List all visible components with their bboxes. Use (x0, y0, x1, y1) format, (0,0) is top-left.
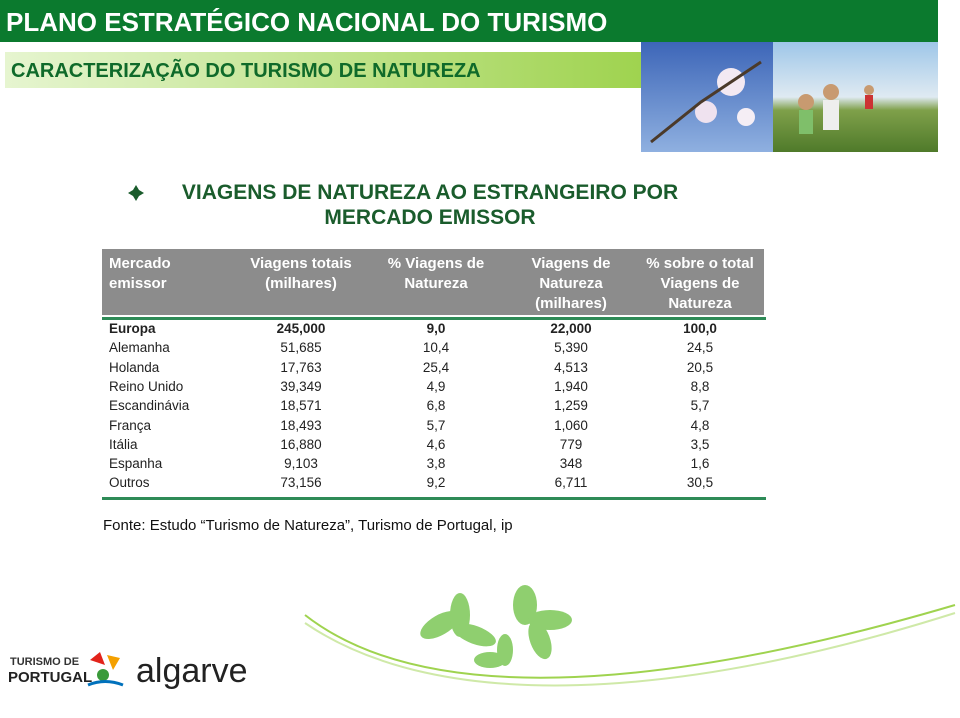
table-cell: 18,571 (280, 398, 322, 414)
table-cell: 1,6 (690, 456, 710, 472)
decoration (304, 585, 956, 687)
column-header: Viagens de Natureza (milhares) (501, 254, 641, 314)
table-cell: 17,763 (280, 359, 322, 375)
logo-icon (87, 652, 124, 687)
table-cell: 73,156 (280, 475, 322, 491)
table-cell: Holanda (109, 359, 160, 375)
section-heading: VIAGENS DE NATUREZA AO ESTRANGEIRO POR ME… (110, 180, 750, 230)
table-cell: 9,103 (284, 456, 318, 472)
table-cell: 5,7 (426, 417, 446, 433)
table-cell: 22,000 (550, 321, 592, 336)
header-line: Viagens de (660, 275, 740, 292)
table-cell: 24,5 (686, 340, 714, 356)
table-cell: 779 (559, 436, 583, 452)
table-cell: 6,711 (554, 475, 588, 491)
table-cell: 9,2 (426, 475, 446, 491)
table-cell: Outros (109, 475, 150, 491)
bullet-icon (128, 185, 144, 201)
table-cell: 25,4 (422, 359, 450, 375)
source-note: Fonte: Estudo “Turismo de Natureza”, Tur… (103, 517, 513, 534)
table-cell: 1,259 (554, 398, 588, 414)
header-line: Natureza (668, 295, 732, 312)
header-line: % sobre o total (646, 255, 754, 272)
rule (102, 317, 766, 320)
table-cell: 8,8 (690, 378, 710, 394)
header-line: % Viagens de (387, 255, 485, 272)
table-cell: 4,8 (690, 417, 710, 433)
table-cell: Reino Unido (109, 378, 184, 394)
table-cell: Itália (109, 436, 138, 452)
table-cell: 348 (559, 456, 583, 472)
table-cell: 16,880 (280, 436, 322, 452)
header-line: (milhares) (265, 275, 337, 292)
header-line: Mercado (109, 255, 171, 272)
table-cell: 4,9 (426, 378, 446, 394)
table-cell: Escandinávia (109, 398, 190, 414)
table-cell: 9,0 (426, 321, 446, 336)
table-cell: 1,940 (554, 378, 588, 394)
table-cell: 39,349 (280, 378, 322, 394)
heading-line: MERCADO EMISSOR (324, 206, 536, 229)
table-cell: 6,8 (426, 398, 446, 414)
table-cell: 1,060 (554, 417, 588, 433)
column-header: % sobre o total Viagens de Natureza (630, 254, 770, 314)
header-line: (milhares) (535, 295, 607, 312)
table-cell: 4,513 (554, 359, 588, 375)
logo-text: TURISMO DE (10, 656, 80, 668)
heading-line: VIAGENS DE NATUREZA AO ESTRANGEIRO POR (181, 181, 679, 204)
table-cell: França (109, 417, 152, 433)
table-cell: Europa (109, 321, 156, 336)
table-cell: Espanha (109, 456, 163, 472)
table-cell: 18,493 (280, 417, 322, 433)
table-cell: 245,000 (276, 321, 326, 336)
table-cell: 5,7 (690, 398, 710, 414)
table-cell: 3,5 (690, 436, 710, 452)
table-cell: 3,8 (426, 456, 446, 472)
header-line: emissor (109, 275, 167, 292)
table-cell: 30,5 (686, 475, 714, 491)
column-header: % Viagens de Natureza (366, 254, 506, 294)
subtitle-bar: CARACTERIZAÇÃO DO TURISMO DE NATUREZA (5, 52, 641, 88)
table-cell: 10,4 (422, 340, 450, 356)
photos (641, 42, 938, 152)
table-cell: 51,685 (280, 340, 322, 356)
logo-text: PORTUGAL (8, 669, 93, 686)
column-header: Mercado emissor (109, 254, 171, 294)
header-line: Viagens de (531, 255, 611, 272)
region-logo: algarve (136, 652, 248, 690)
title-bar: PLANO ESTRATÉGICO NACIONAL DO TURISMO (0, 0, 938, 42)
header-line: Natureza (404, 275, 468, 292)
table-cell: 20,5 (686, 359, 714, 375)
header-line: Viagens totais (250, 255, 352, 272)
table-cell: 5,390 (554, 340, 588, 356)
rule (102, 497, 766, 500)
table-cell: Alemanha (109, 340, 170, 356)
table-cell: 100,0 (683, 321, 717, 336)
column-header: Viagens totais (milhares) (231, 254, 371, 294)
table-cell: 4,6 (426, 436, 446, 452)
table-header (102, 249, 764, 315)
header-line: Natureza (539, 275, 603, 292)
